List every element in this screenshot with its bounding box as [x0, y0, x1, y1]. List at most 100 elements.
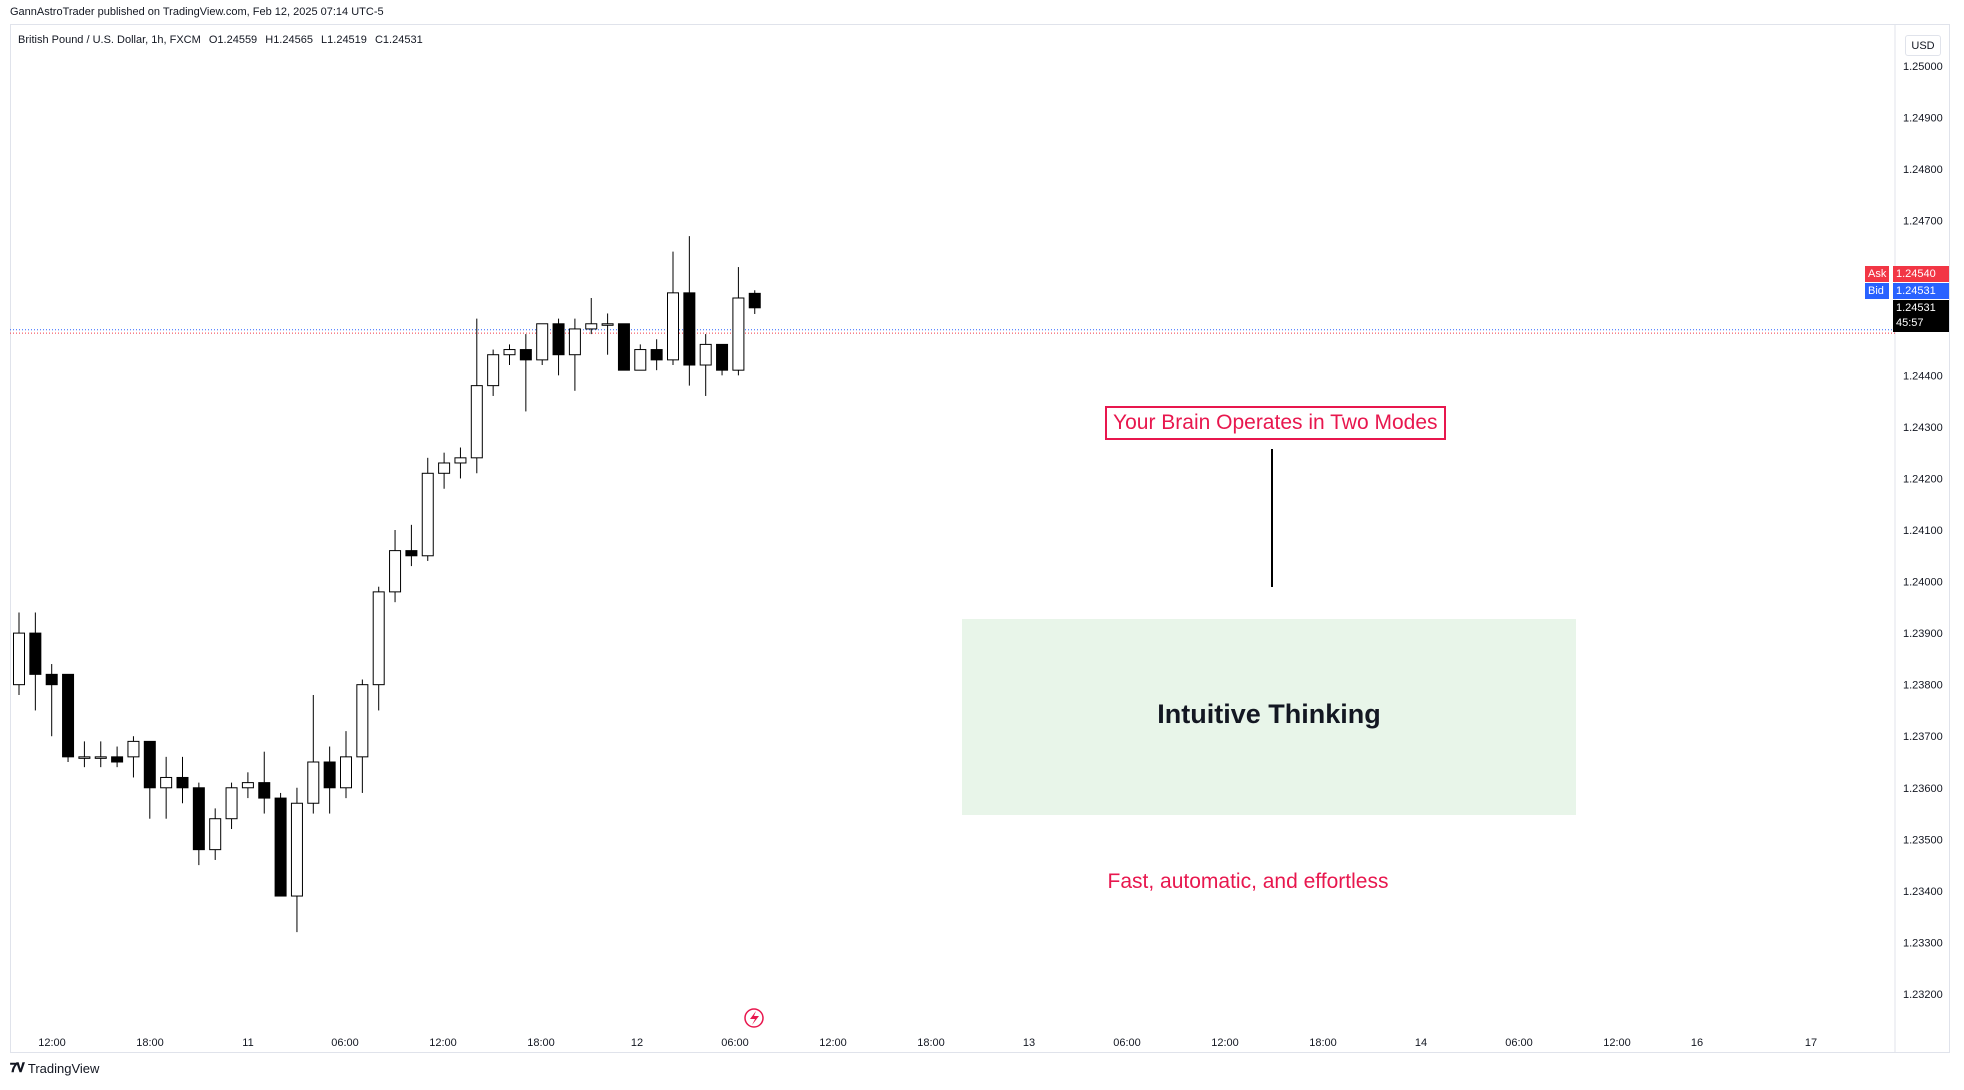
candle-down — [683, 292, 696, 366]
x-tick-label: 12 — [631, 1037, 643, 1049]
annotation-subtitle[interactable]: Fast, automatic, and effortless — [1107, 870, 1389, 893]
x-tick-label: 12:00 — [1211, 1037, 1239, 1049]
bar-countdown: 45:57 — [1896, 317, 1924, 329]
candle-down — [192, 787, 205, 851]
candle-up — [667, 292, 679, 361]
x-tick-label: 12:00 — [38, 1037, 66, 1049]
y-tick-label: 1.24300 — [1903, 422, 1943, 434]
candle-up — [601, 323, 614, 326]
x-tick-label: 12:00 — [819, 1037, 847, 1049]
last-price: 1.24531 — [1896, 302, 1936, 314]
candle-up — [503, 349, 516, 356]
candle-up — [356, 684, 369, 758]
publisher-header: GannAstroTrader published on TradingView… — [10, 6, 384, 18]
ohlc-open: O1.24559 — [208, 34, 258, 46]
candle-up — [487, 354, 500, 387]
x-tick-label: 06:00 — [721, 1037, 749, 1049]
candle-down — [258, 782, 271, 799]
ohlc-close: C1.24531 — [374, 34, 423, 46]
tradingview-logo-icon: 𝟕𝐕 — [10, 1060, 25, 1075]
candle-up — [372, 591, 385, 686]
y-tick-label: 1.24100 — [1903, 525, 1943, 537]
candle-down — [748, 292, 761, 309]
candle-up — [421, 472, 434, 557]
y-tick-label: 1.23900 — [1903, 628, 1943, 640]
candle-up — [78, 756, 91, 759]
y-tick-label: 1.24400 — [1903, 370, 1943, 382]
candle-down — [274, 797, 287, 897]
y-tick-label: 1.24800 — [1903, 164, 1943, 176]
candle-down — [176, 776, 189, 789]
bid-price-tag: 1.24531 — [1893, 283, 1949, 299]
x-tick-label: 17 — [1805, 1037, 1817, 1049]
symbol-legend: British Pound / U.S. Dollar, 1h, FXCM O1… — [18, 34, 428, 46]
chart-frame — [10, 24, 1950, 1053]
candle-up — [568, 328, 581, 356]
candle-down — [143, 740, 156, 789]
y-tick-label: 1.23700 — [1903, 731, 1943, 743]
candle-up — [225, 787, 238, 820]
currency-selector[interactable]: USD — [1905, 35, 1941, 56]
y-tick-label: 1.23600 — [1903, 783, 1943, 795]
ohlc-high: H1.24565 — [265, 34, 313, 46]
candle-up — [340, 756, 352, 789]
bid-label: Bid — [1865, 283, 1889, 299]
x-tick-label: 14 — [1415, 1037, 1427, 1049]
y-tick-label: 1.25000 — [1903, 61, 1943, 73]
y-tick-label: 1.24000 — [1903, 577, 1943, 589]
candle-up — [13, 632, 25, 686]
candle-up — [438, 462, 451, 474]
x-tick-label: 06:00 — [331, 1037, 359, 1049]
candle-down — [45, 673, 58, 686]
ask-label: Ask — [1865, 266, 1889, 282]
candle-down — [716, 343, 729, 371]
y-tick-label: 1.23400 — [1903, 886, 1943, 898]
lightning-icon — [750, 1011, 759, 1025]
candle-down — [650, 349, 663, 361]
y-tick-label: 1.24700 — [1903, 216, 1943, 228]
x-tick-label: 11 — [242, 1037, 253, 1049]
candle-up — [160, 776, 173, 789]
x-tick-label: 16 — [1691, 1037, 1703, 1049]
candle-up — [290, 802, 303, 897]
candle-up — [94, 756, 107, 759]
x-tick-label: 18:00 — [527, 1037, 555, 1049]
x-tick-label: 12:00 — [429, 1037, 457, 1049]
candle-down — [617, 323, 630, 371]
y-tick-label: 1.23300 — [1903, 937, 1943, 949]
candle-up — [209, 818, 222, 851]
candle-up — [634, 349, 647, 371]
candle-up — [536, 323, 549, 361]
intuitive-thinking-label: Intuitive Thinking — [962, 699, 1576, 730]
candle-up — [127, 740, 140, 758]
y-tick-label: 1.24900 — [1903, 113, 1943, 125]
y-tick-label: 1.23500 — [1903, 834, 1943, 846]
candle-up — [389, 550, 402, 593]
candle-down — [29, 632, 42, 675]
candle-up — [470, 385, 483, 459]
tradingview-brand: TradingView — [27, 1060, 100, 1076]
event-marker-icon — [744, 1008, 764, 1028]
annotation-title[interactable]: Your Brain Operates in Two Modes — [1105, 406, 1446, 440]
x-tick-label: 13 — [1023, 1037, 1035, 1049]
symbol-name[interactable]: British Pound / U.S. Dollar, 1h, FXCM — [18, 34, 201, 46]
ask-price-tag: 1.24540 — [1893, 266, 1949, 282]
y-tick-label: 1.23200 — [1903, 989, 1943, 1001]
y-tick-label: 1.23800 — [1903, 680, 1943, 692]
candle-up — [454, 457, 467, 464]
candle-down — [552, 323, 565, 356]
candle-down — [405, 550, 418, 557]
x-tick-label: 18:00 — [136, 1037, 164, 1049]
candle-up — [241, 782, 254, 789]
candle-up — [699, 343, 712, 366]
ohlc-low: L1.24519 — [321, 34, 367, 46]
candle-down — [323, 761, 336, 789]
candle-up — [585, 323, 598, 330]
box-label-text: Intuitive Thinking — [1149, 699, 1389, 729]
x-tick-label: 18:00 — [917, 1037, 945, 1049]
tradingview-footer[interactable]: 𝟕𝐕 TradingView — [10, 1060, 99, 1076]
x-tick-label: 12:00 — [1603, 1037, 1631, 1049]
candle-down — [111, 756, 124, 763]
x-tick-label: 06:00 — [1113, 1037, 1141, 1049]
